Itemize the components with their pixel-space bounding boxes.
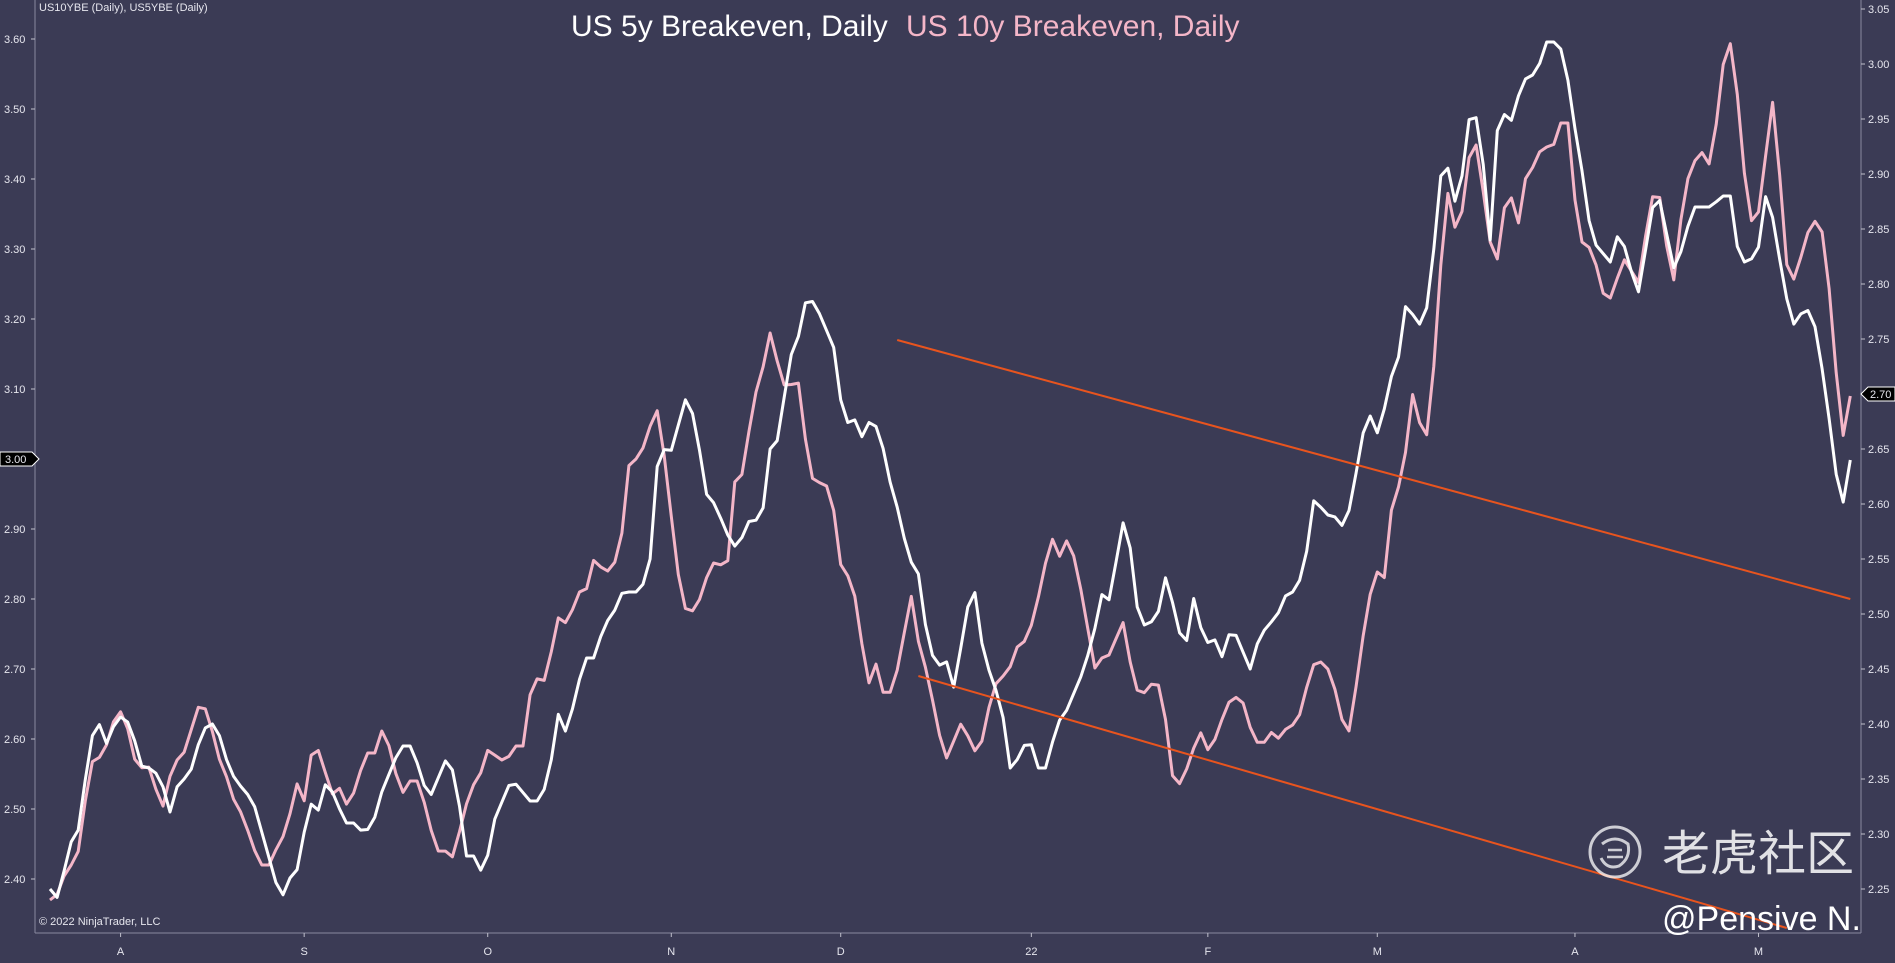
left-tick-label: 2.90: [4, 524, 25, 536]
right-tick-label: 3.05: [1868, 4, 1889, 16]
left-tick-label: 2.60: [4, 734, 25, 746]
right-tick-label: 2.30: [1868, 829, 1889, 841]
watermark-text: 老虎社区: [1662, 826, 1854, 882]
left-tick-label: 2.50: [4, 804, 25, 816]
time-tick-label: D: [837, 946, 845, 958]
chart-title-10y: US 10y Breakeven, Daily: [906, 10, 1240, 43]
left-tick-label: 3.20: [4, 314, 25, 326]
left-current-price-label: 3.00: [5, 454, 26, 466]
right-tick-label: 2.65: [1868, 444, 1889, 456]
left-tick-label: 3.40: [4, 174, 25, 186]
right-tick-label: 2.80: [1868, 279, 1889, 291]
right-tick-label: 2.85: [1868, 224, 1889, 236]
author-credit: @Pensive N.: [1662, 900, 1861, 938]
right-tick-label: 2.45: [1868, 664, 1889, 676]
plot-area[interactable]: [48, 40, 1852, 929]
chart-title-5y: US 5y Breakeven, Daily: [571, 10, 888, 43]
left-price-axis[interactable]: 2.40 2.50 2.60 2.70 2.80 2.90 3.10 3.20 3.30 3.40…: [0, 0, 40, 933]
series-line-10y[interactable]: [49, 42, 1852, 902]
right-tick-label: 2.60: [1868, 499, 1889, 511]
left-tick-label: 3.30: [4, 244, 25, 256]
left-tick-label: 2.80: [4, 594, 25, 606]
trendline-lower-channel[interactable]: [918, 675, 1788, 929]
right-tick-label: 3.00: [1868, 59, 1889, 71]
right-tick-label: 2.40: [1868, 719, 1889, 731]
right-tick-label: 2.50: [1868, 609, 1889, 621]
right-tick-label: 2.55: [1868, 554, 1889, 566]
left-tick-label: 2.70: [4, 664, 25, 676]
instrument-label: US10YBE (Daily), US5YBE (Daily): [39, 2, 208, 14]
time-tick-label: A: [117, 946, 125, 958]
right-tick-label: 2.90: [1868, 169, 1889, 181]
right-price-axis[interactable]: 2.25 2.30 2.35 2.40 2.45 2.50 2.55 2.60 2.65 2.75…: [1860, 0, 1895, 933]
right-current-price-flag: [1860, 386, 1895, 402]
right-tick-label: 2.35: [1868, 774, 1889, 786]
left-tick-label: 3.50: [4, 104, 25, 116]
tiger-logo-icon: [1588, 825, 1642, 879]
right-tick-label: 2.75: [1868, 334, 1889, 346]
left-current-price-flag: [0, 451, 40, 467]
time-tick-label: M: [1754, 946, 1763, 958]
time-tick-label: O: [483, 946, 492, 958]
left-tick-label: 3.10: [4, 384, 25, 396]
time-tick-label: S: [300, 946, 307, 958]
time-tick-label: A: [1571, 946, 1579, 958]
time-tick-label: 22: [1025, 946, 1037, 958]
time-tick-label: N: [667, 946, 675, 958]
left-tick-label: 2.40: [4, 874, 25, 886]
left-tick-label: 3.60: [4, 34, 25, 46]
time-tick-label: F: [1204, 946, 1211, 958]
right-tick-label: 2.95: [1868, 114, 1889, 126]
time-tick-label: M: [1373, 946, 1382, 958]
time-axis[interactable]: A S O N D 22 F M A M: [35, 932, 1861, 958]
right-current-price-label: 2.70: [1870, 389, 1891, 401]
series-line-5y[interactable]: [48, 40, 1852, 899]
right-tick-label: 2.25: [1868, 884, 1889, 896]
copyright-label: © 2022 NinjaTrader, LLC: [39, 916, 160, 928]
trendline-upper-channel[interactable]: [896, 339, 1851, 600]
